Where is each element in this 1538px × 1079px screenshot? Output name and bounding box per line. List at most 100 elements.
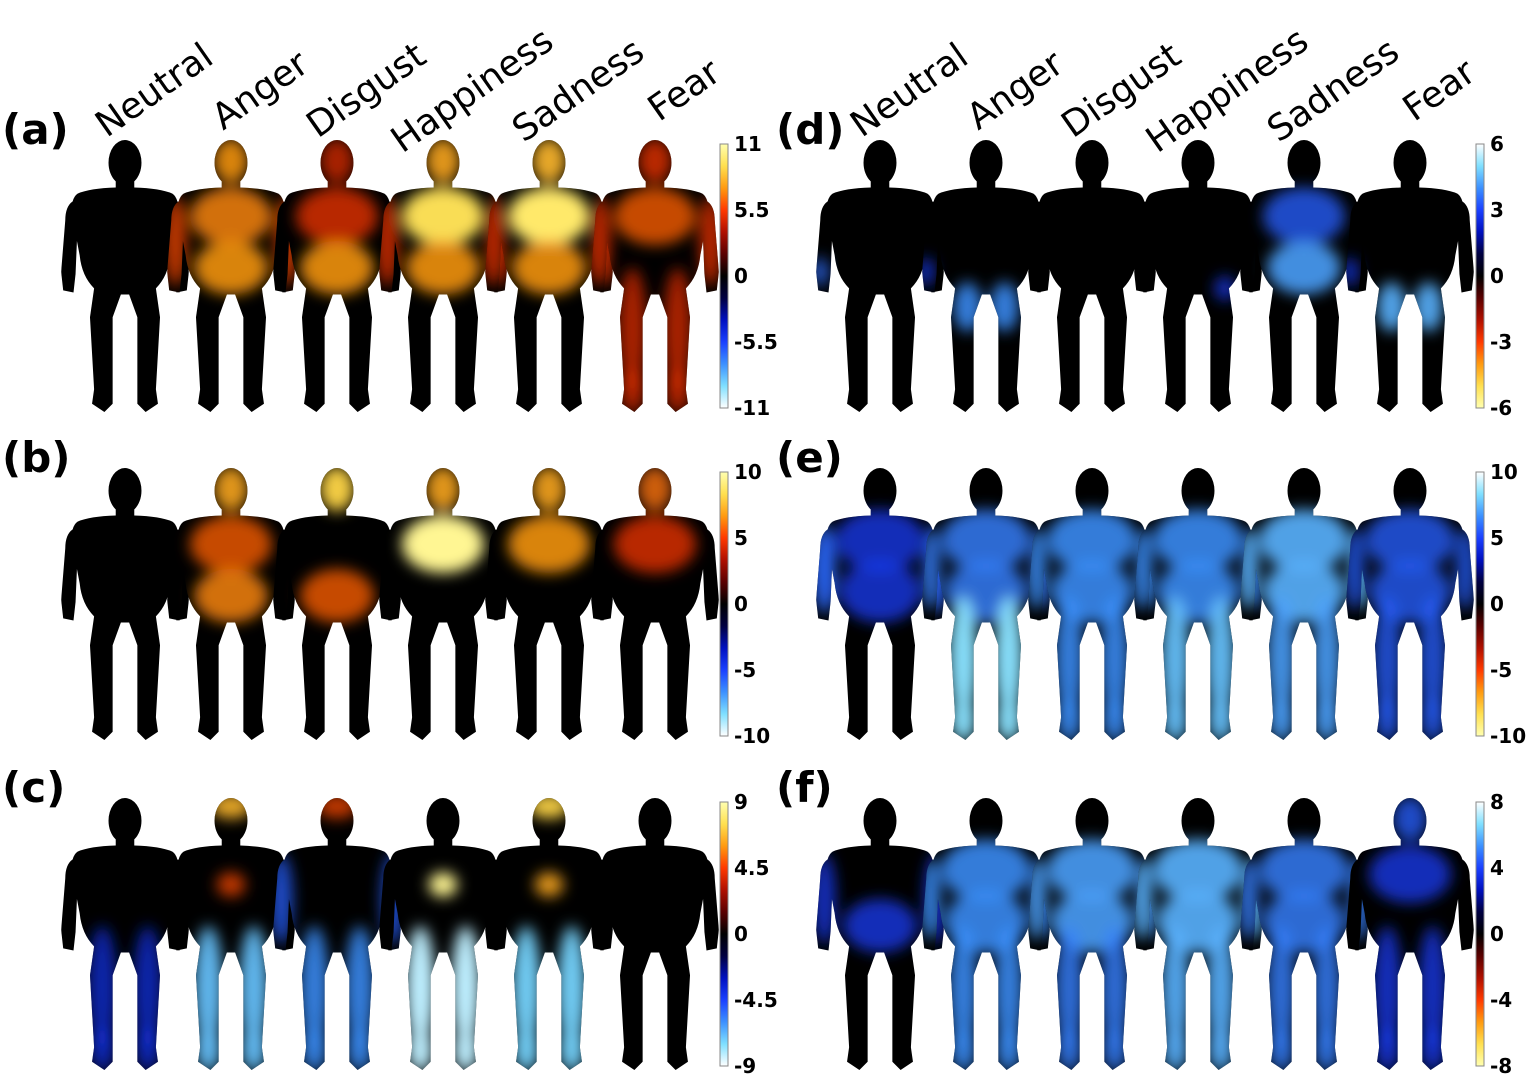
colorbar-tick: 0 bbox=[734, 922, 748, 946]
panel-label: (c) bbox=[2, 763, 65, 812]
activation-legs bbox=[1312, 925, 1342, 1050]
activation-layer bbox=[922, 839, 1050, 1070]
panel-f: (f) 8 4 0 -4 -8 bbox=[776, 763, 1512, 1078]
activation-legs bbox=[1206, 925, 1236, 1050]
activation-body bbox=[838, 560, 922, 623]
activation-layer bbox=[1262, 187, 1346, 295]
colorbar-tick: -4.5 bbox=[734, 988, 778, 1012]
activation-body bbox=[1046, 839, 1138, 902]
emotion-header-anger: Anger bbox=[960, 43, 1072, 138]
colorbar-gradient bbox=[719, 801, 729, 1067]
activation-hand-left bbox=[1346, 257, 1359, 287]
activation-legs bbox=[1160, 925, 1190, 1050]
colorbar-tick: 4.5 bbox=[734, 856, 769, 880]
panel-b: (b) 10 5 0 -5 -10 bbox=[2, 433, 770, 748]
activation-hand-left bbox=[816, 257, 829, 287]
activation-legs bbox=[87, 925, 117, 1050]
colorbar-gradient bbox=[1475, 143, 1485, 409]
emotion-header-anger: Anger bbox=[205, 43, 317, 138]
activation-belly bbox=[1266, 240, 1342, 295]
activation-chest bbox=[189, 187, 273, 246]
activation-legs bbox=[89, 1026, 115, 1070]
activation-layer bbox=[591, 140, 719, 412]
activation-legs bbox=[345, 925, 375, 1050]
body-map-fear bbox=[591, 798, 719, 1070]
panel-label: (b) bbox=[2, 433, 70, 482]
activation-body bbox=[1364, 509, 1456, 572]
activation-head bbox=[425, 140, 461, 184]
activation-legs bbox=[559, 1026, 585, 1070]
activation-legs bbox=[665, 368, 691, 412]
activation-chest bbox=[613, 187, 697, 246]
colorbar-tick: -4 bbox=[1490, 988, 1512, 1012]
activation-body bbox=[1152, 839, 1244, 902]
body-silhouette bbox=[591, 798, 719, 1070]
colorbar-tick: -5.5 bbox=[734, 330, 778, 354]
emotion-header-neutral: Neutral bbox=[843, 36, 975, 146]
activation-head bbox=[425, 468, 461, 512]
activation-legs bbox=[1054, 595, 1084, 720]
activation-legs bbox=[994, 595, 1024, 720]
activation-thigh bbox=[953, 282, 982, 332]
activation-legs bbox=[407, 1026, 433, 1070]
activation-legs bbox=[1372, 595, 1402, 720]
activation-legs bbox=[1102, 1026, 1128, 1070]
activation-crown bbox=[316, 798, 358, 819]
activation-body bbox=[940, 839, 1032, 902]
activation-legs bbox=[239, 925, 269, 1050]
activation-legs bbox=[1208, 696, 1234, 740]
activation-legs bbox=[1268, 696, 1294, 740]
colorbar-tick: -5 bbox=[1490, 658, 1512, 682]
activation-legs bbox=[1418, 595, 1448, 720]
emotion-header-fear: Fear bbox=[641, 51, 728, 129]
activation-legs bbox=[241, 1026, 267, 1070]
colorbar-tick: 10 bbox=[1490, 460, 1518, 484]
activation-layer bbox=[405, 872, 481, 1070]
colorbar-tick: -3 bbox=[1490, 330, 1512, 354]
colorbar-tick: 10 bbox=[734, 460, 762, 484]
panel-e: (e) 10 5 0 -5 -10 bbox=[776, 433, 1526, 748]
activation-legs bbox=[1314, 1026, 1340, 1070]
colorbar-gradient bbox=[719, 143, 729, 409]
activation-legs bbox=[1056, 1026, 1082, 1070]
activation-body bbox=[1152, 509, 1244, 572]
activation-legs bbox=[1374, 1026, 1400, 1070]
colorbar-gradient bbox=[1475, 471, 1485, 737]
activation-body bbox=[940, 509, 1032, 572]
activation-layer bbox=[1028, 509, 1156, 740]
activation-belly bbox=[511, 240, 587, 295]
activation-legs bbox=[193, 925, 223, 1050]
colorbar-tick: 3 bbox=[1490, 198, 1504, 222]
activation-legs bbox=[1266, 925, 1296, 1050]
panel-label: (a) bbox=[2, 105, 69, 154]
activation-chest bbox=[1262, 187, 1346, 246]
activation-arms bbox=[816, 853, 836, 945]
activation-head bbox=[531, 468, 567, 512]
activation-legs bbox=[1208, 1026, 1234, 1070]
colorbar-tick: -10 bbox=[734, 724, 770, 748]
activation-head bbox=[637, 140, 673, 184]
activation-legs bbox=[1054, 925, 1084, 1050]
activation-legs bbox=[619, 368, 645, 412]
body-map-fear bbox=[1346, 468, 1474, 740]
panel-c: (c) 9 4.5 0 -4.5 -9 bbox=[2, 763, 778, 1078]
activation-legs bbox=[1372, 925, 1402, 1050]
colorbar-tick: 5.5 bbox=[734, 198, 769, 222]
activation-legs bbox=[1162, 1026, 1188, 1070]
panel-label: (d) bbox=[776, 105, 844, 154]
activation-layer bbox=[189, 468, 273, 623]
colorbar: 10 5 0 -5 -10 bbox=[719, 460, 770, 748]
colorbar-tick: -10 bbox=[1490, 724, 1526, 748]
activation-thigh bbox=[1377, 282, 1406, 332]
activation-legs bbox=[1102, 696, 1128, 740]
activation-legs bbox=[1162, 696, 1188, 740]
activation-head bbox=[213, 140, 249, 184]
colorbar-tick: 5 bbox=[734, 526, 748, 550]
activation-legs bbox=[1374, 696, 1400, 740]
colorbar-tick: 0 bbox=[1490, 922, 1504, 946]
colorbar-tick: -6 bbox=[1490, 396, 1512, 420]
activation-chest bbox=[401, 187, 485, 246]
activation-legs bbox=[950, 1026, 976, 1070]
activation-belly bbox=[405, 240, 481, 295]
